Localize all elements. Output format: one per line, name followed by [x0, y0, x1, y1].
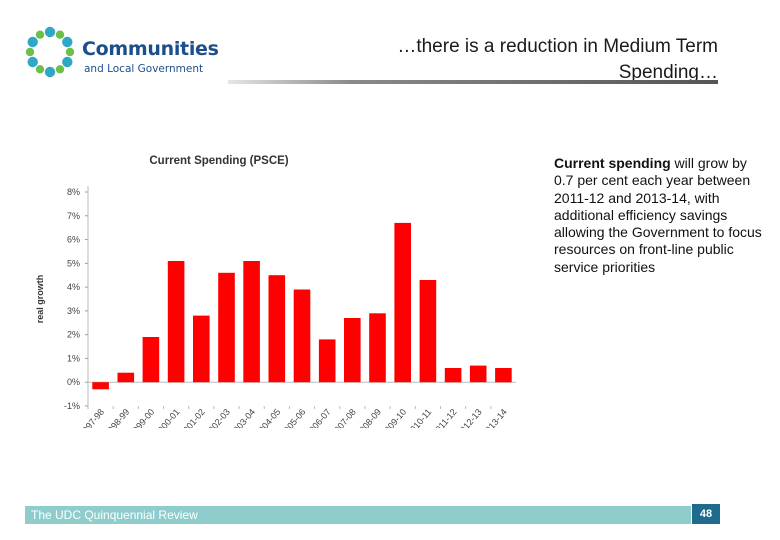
summary-text: Current spending will grow by 0.7 per ce…	[554, 155, 764, 276]
chart-title: Current Spending (PSCE)	[149, 155, 288, 167]
spending-chart: Current Spending (PSCE) real growth -1% 0% 1…	[30, 148, 530, 439]
chart-bar	[167, 261, 185, 383]
chart-bar	[243, 261, 260, 383]
y-tick-label: 2%	[67, 330, 80, 340]
chart-bar	[117, 372, 135, 383]
x-tick-label: 1998-99	[102, 407, 131, 428]
x-tick-label: 2011-12	[430, 407, 458, 428]
logo-title: Communities	[82, 38, 219, 60]
summary-lead: Current spending	[554, 155, 671, 171]
chart-bar	[369, 313, 386, 383]
x-tick-label: 2012-13	[455, 407, 484, 428]
logo-dot	[55, 30, 65, 39]
logo-subtitle: and Local Government	[84, 63, 204, 75]
logo-dot	[27, 56, 38, 68]
x-tick-label: 2010-11	[405, 407, 433, 428]
y-tick-label: 7%	[67, 211, 80, 221]
slide-heading-line-2: Spending…	[618, 62, 718, 83]
logo-dot	[35, 30, 45, 39]
x-tick-label: 1999-00	[128, 407, 157, 428]
y-tick-label: 0%	[67, 377, 80, 387]
chart-bar	[344, 318, 361, 383]
chart-bar	[469, 365, 487, 383]
y-tick-label: 5%	[67, 258, 80, 268]
chart-bar	[268, 275, 286, 383]
logo: Communities and Local Government	[22, 22, 219, 82]
y-tick-label: -1%	[64, 401, 80, 411]
logo-dot	[35, 65, 45, 74]
x-tick-label: 2006-07	[304, 407, 333, 428]
chart-bar	[495, 368, 512, 383]
footer-label: The UDC Quinquennial Review	[31, 508, 198, 522]
bar-chart-svg: Current Spending (PSCE) real growth -1% 0% 1…	[35, 155, 516, 439]
chart-bar	[293, 289, 311, 383]
y-tick-label: 4%	[67, 282, 80, 292]
chart-bar	[218, 272, 235, 383]
logo-dot	[65, 47, 75, 57]
y-tick-label: 1%	[67, 353, 80, 363]
chart-bar	[444, 368, 462, 383]
page-number: 48	[691, 503, 721, 525]
slide-heading: …there is a reduction in Medium Term Spe…	[248, 34, 718, 86]
chart-bar	[419, 280, 437, 383]
logo-dot	[27, 36, 38, 48]
chart-bar	[92, 382, 109, 390]
slide-heading-line-1: …there is a reduction in Medium Term	[397, 36, 718, 57]
logo-dot	[44, 26, 56, 38]
x-tick-label: 2007-08	[329, 407, 358, 428]
x-tick-label: 2004-05	[253, 407, 282, 428]
chart-bar	[142, 337, 160, 383]
x-tick-label: 2002-03	[203, 407, 232, 428]
logo-dot	[44, 66, 56, 78]
x-tick-label: 1997-98	[77, 407, 106, 428]
y-tick-label: 8%	[67, 187, 80, 197]
logo-dot	[62, 36, 73, 48]
y-tick-label: 6%	[67, 235, 80, 245]
summary-body: will grow by 0.7 per cent each year betw…	[554, 155, 762, 275]
x-tick-label: 2009-10	[379, 407, 408, 428]
footer-bar: The UDC Quinquennial Review 48	[25, 503, 721, 525]
x-tick-label: 2000-01	[153, 407, 182, 428]
x-tick-label: 2005-06	[279, 407, 308, 428]
x-tick-label: 2008-09	[354, 407, 383, 428]
x-tick-label: 2013-14	[480, 407, 509, 428]
y-tick-label: 3%	[67, 306, 80, 316]
x-tick-label: 2001-02	[178, 407, 207, 428]
heading-divider	[228, 80, 718, 84]
logo-dots-icon	[25, 26, 75, 78]
chart-bar	[394, 222, 411, 383]
x-tick-label: 2003-04	[228, 407, 257, 428]
logo-dot	[25, 47, 35, 57]
chart-bar	[193, 315, 210, 383]
chart-bar	[318, 339, 336, 383]
logo-dot	[55, 65, 65, 74]
logo-dot	[62, 56, 73, 68]
y-axis-label: real growth	[35, 275, 45, 324]
